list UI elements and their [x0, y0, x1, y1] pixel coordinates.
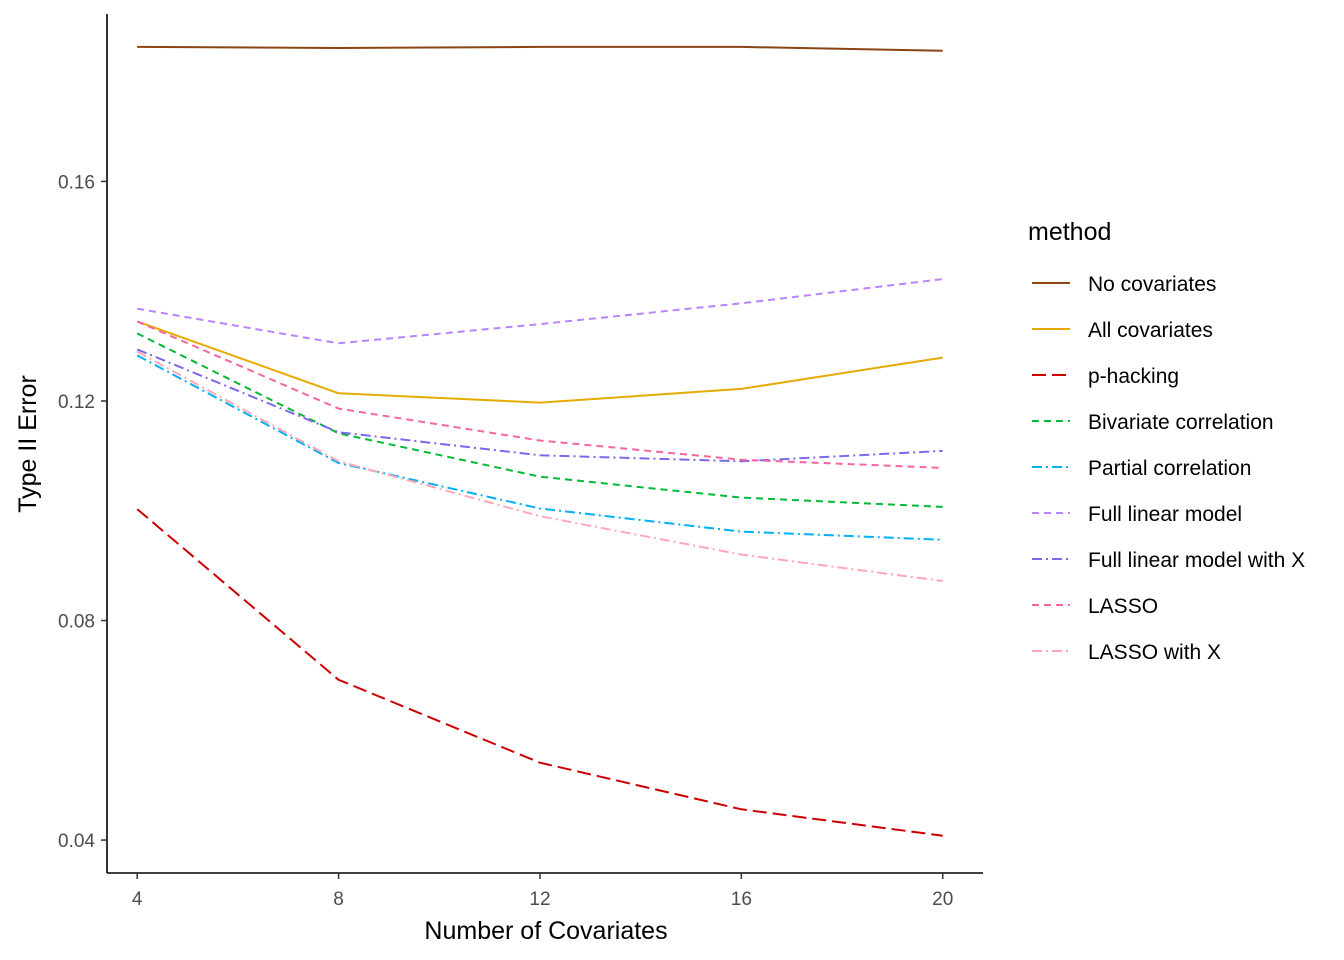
- y-tick-label: 0.04: [58, 831, 95, 852]
- legend-title: method: [1028, 218, 1111, 246]
- legend-item: Partial correlation: [1032, 457, 1251, 480]
- series-layer: [136, 45, 943, 837]
- legend-item: No covariates: [1032, 273, 1216, 296]
- x-tick-label: 20: [932, 889, 953, 910]
- legend-items: No covariates All covariates p-hacking Biva…: [1032, 273, 1305, 664]
- y-tick-label: 0.16: [58, 172, 95, 193]
- x-tick-label: 8: [333, 889, 344, 910]
- legend-label: Partial correlation: [1088, 457, 1251, 480]
- legend-label: LASSO: [1088, 595, 1158, 618]
- legend-label: No covariates: [1088, 273, 1216, 296]
- legend-item: Full linear model: [1032, 503, 1242, 526]
- legend-label: Full linear model with X: [1088, 549, 1305, 572]
- y-ticks: 0.04 0.08 0.12 0.16: [58, 172, 107, 852]
- series-line-3: [136, 332, 943, 508]
- x-axis-title: Number of Covariates: [424, 917, 667, 945]
- series-line-5: [137, 278, 943, 345]
- legend-item: Bivariate correlation: [1032, 411, 1274, 434]
- legend-item: Full linear model with X: [1032, 549, 1305, 572]
- legend-label: All covariates: [1088, 319, 1213, 342]
- series-line-1: [136, 320, 943, 404]
- legend-label: Full linear model: [1088, 503, 1242, 526]
- legend-item: LASSO: [1032, 595, 1158, 618]
- y-axis-title: Type II Error: [14, 375, 42, 513]
- series-line-0: [137, 45, 943, 52]
- plot-area: 0.04 0.08 0.12 0.16 4 8 12 16 20: [58, 14, 983, 910]
- x-tick-label: 4: [132, 889, 143, 910]
- legend-label: Bivariate correlation: [1088, 411, 1274, 434]
- series-line-2: [136, 508, 943, 837]
- legend-label: p-hacking: [1088, 365, 1179, 388]
- legend-item: p-hacking: [1032, 365, 1179, 388]
- x-ticks: 4 8 12 16 20: [132, 873, 953, 910]
- legend-label: LASSO with X: [1088, 641, 1221, 664]
- series-line-6: [136, 348, 943, 463]
- series-line-4: [136, 354, 943, 541]
- series-line-7: [136, 320, 943, 469]
- legend-item: LASSO with X: [1032, 641, 1221, 664]
- x-tick-label: 16: [731, 889, 752, 910]
- legend: method No covariates All covariates p-hack…: [1028, 218, 1305, 664]
- y-tick-label: 0.12: [58, 392, 95, 413]
- y-tick-label: 0.08: [58, 612, 95, 633]
- x-tick-label: 12: [529, 889, 550, 910]
- legend-item: All covariates: [1032, 319, 1213, 342]
- series-line-8: [136, 350, 943, 582]
